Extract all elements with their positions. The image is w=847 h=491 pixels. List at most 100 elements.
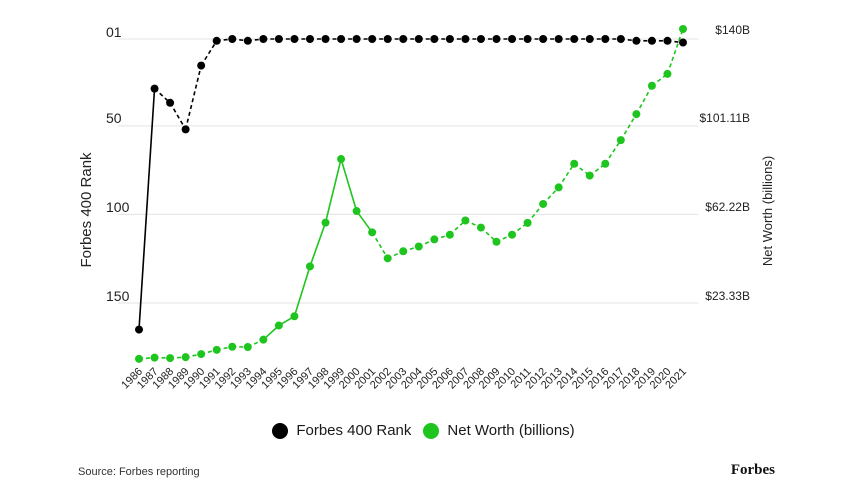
rank-point[interactable] [383, 35, 392, 43]
rank-point[interactable] [352, 35, 361, 43]
rank-point[interactable] [601, 35, 610, 43]
networth-line-segment [309, 222, 327, 267]
legend-item-rank[interactable]: Forbes 400 Rank [272, 422, 411, 439]
networth-point[interactable] [430, 235, 439, 244]
rank-point[interactable] [539, 35, 548, 43]
rank-point[interactable] [632, 36, 641, 45]
left-tick-label: 50 [106, 110, 122, 126]
rank-line-segment [138, 88, 156, 330]
networth-point[interactable] [337, 155, 346, 164]
networth-point[interactable] [352, 207, 361, 216]
networth-point[interactable] [663, 69, 672, 78]
right-tick-label: $23.33B [705, 289, 750, 303]
rank-point[interactable] [414, 35, 423, 43]
rank-point[interactable] [461, 35, 470, 43]
networth-point[interactable] [228, 342, 237, 351]
networth-point[interactable] [461, 216, 470, 225]
rank-point[interactable] [585, 35, 594, 43]
networth-point[interactable] [135, 354, 143, 363]
left-tick-label: 100 [106, 199, 130, 215]
networth-point[interactable] [523, 218, 532, 227]
rank-point[interactable] [135, 325, 143, 334]
rank-point[interactable] [430, 35, 439, 43]
networth-point[interactable] [290, 312, 299, 321]
rank-point[interactable] [337, 35, 346, 43]
networth-point[interactable] [632, 110, 641, 119]
networth-point[interactable] [476, 223, 485, 232]
networth-line-segment [340, 158, 358, 212]
rank-point[interactable] [212, 36, 221, 45]
rank-point[interactable] [166, 98, 175, 107]
rank-point[interactable] [647, 36, 656, 45]
networth-point[interactable] [445, 230, 454, 239]
networth-point[interactable] [212, 345, 221, 354]
networth-point[interactable] [197, 350, 206, 359]
legend-item-networth[interactable]: Net Worth (billions) [423, 422, 575, 439]
networth-point[interactable] [508, 230, 517, 239]
x-axis-ticks: 1986198719881989199019911992199319941995… [119, 366, 689, 392]
networth-point[interactable] [383, 254, 392, 263]
networth-point[interactable] [647, 81, 656, 90]
right-tick-label: $140B [715, 23, 750, 37]
networth-point[interactable] [150, 353, 159, 362]
networth-point[interactable] [414, 242, 423, 251]
rank-point[interactable] [368, 35, 377, 43]
networth-point[interactable] [539, 199, 548, 208]
rank-point[interactable] [616, 35, 625, 43]
networth-point[interactable] [368, 228, 377, 237]
rank-point[interactable] [259, 35, 268, 43]
rank-point[interactable] [197, 61, 206, 70]
rank-point[interactable] [476, 35, 485, 43]
rank-point[interactable] [679, 38, 687, 47]
networth-point[interactable] [399, 247, 408, 256]
chart: 01 50 100 150 $140B $101.11B $62.22B $23.33B 1… [78, 23, 775, 392]
networth-point[interactable] [554, 183, 563, 192]
networth-line-segment [293, 266, 311, 317]
series-points [135, 25, 687, 363]
rank-point[interactable] [228, 35, 237, 43]
rank-line-segment [169, 102, 187, 130]
networth-point[interactable] [274, 321, 283, 330]
networth-point[interactable] [181, 353, 190, 362]
series-lines [138, 28, 684, 360]
right-axis-label: Net Worth (billions) [760, 156, 775, 266]
networth-line-segment [604, 139, 622, 165]
networth-point[interactable] [259, 335, 268, 344]
right-axis-ticks: $140B $101.11B $62.22B $23.33B [700, 23, 751, 303]
right-tick-label: $62.22B [705, 200, 750, 214]
networth-point[interactable] [243, 342, 252, 351]
networth-point[interactable] [679, 25, 687, 33]
rank-point[interactable] [445, 35, 454, 43]
rank-point[interactable] [399, 35, 408, 43]
networth-point[interactable] [305, 262, 314, 271]
rank-point[interactable] [508, 35, 517, 43]
rank-point[interactable] [305, 35, 314, 43]
networth-point[interactable] [492, 237, 501, 246]
left-axis-ticks: 01 50 100 150 [106, 24, 130, 304]
networth-point[interactable] [321, 218, 330, 227]
networth-point[interactable] [570, 159, 579, 168]
rank-point[interactable] [274, 35, 283, 43]
networth-point[interactable] [166, 354, 175, 363]
legend-label-networth: Net Worth (billions) [447, 422, 575, 439]
rank-point[interactable] [570, 35, 579, 43]
rank-point[interactable] [321, 35, 330, 43]
rank-point[interactable] [554, 35, 563, 43]
rank-point[interactable] [663, 36, 672, 45]
rank-point[interactable] [181, 125, 190, 134]
networth-point[interactable] [616, 136, 625, 145]
rank-point[interactable] [150, 84, 159, 93]
right-tick-label: $101.11B [700, 111, 751, 125]
left-tick-label: 01 [106, 24, 122, 40]
networth-line-segment [666, 28, 684, 75]
rank-line-segment [184, 65, 202, 130]
rank-point[interactable] [523, 35, 532, 43]
rank-point[interactable] [492, 35, 501, 43]
rank-point[interactable] [290, 35, 299, 43]
legend-swatch-rank [272, 422, 289, 439]
brand-logo: Forbes [730, 462, 775, 478]
left-axis-label: Forbes 400 Rank [78, 152, 95, 268]
rank-point[interactable] [243, 36, 252, 45]
networth-point[interactable] [585, 171, 594, 180]
networth-point[interactable] [601, 159, 610, 168]
